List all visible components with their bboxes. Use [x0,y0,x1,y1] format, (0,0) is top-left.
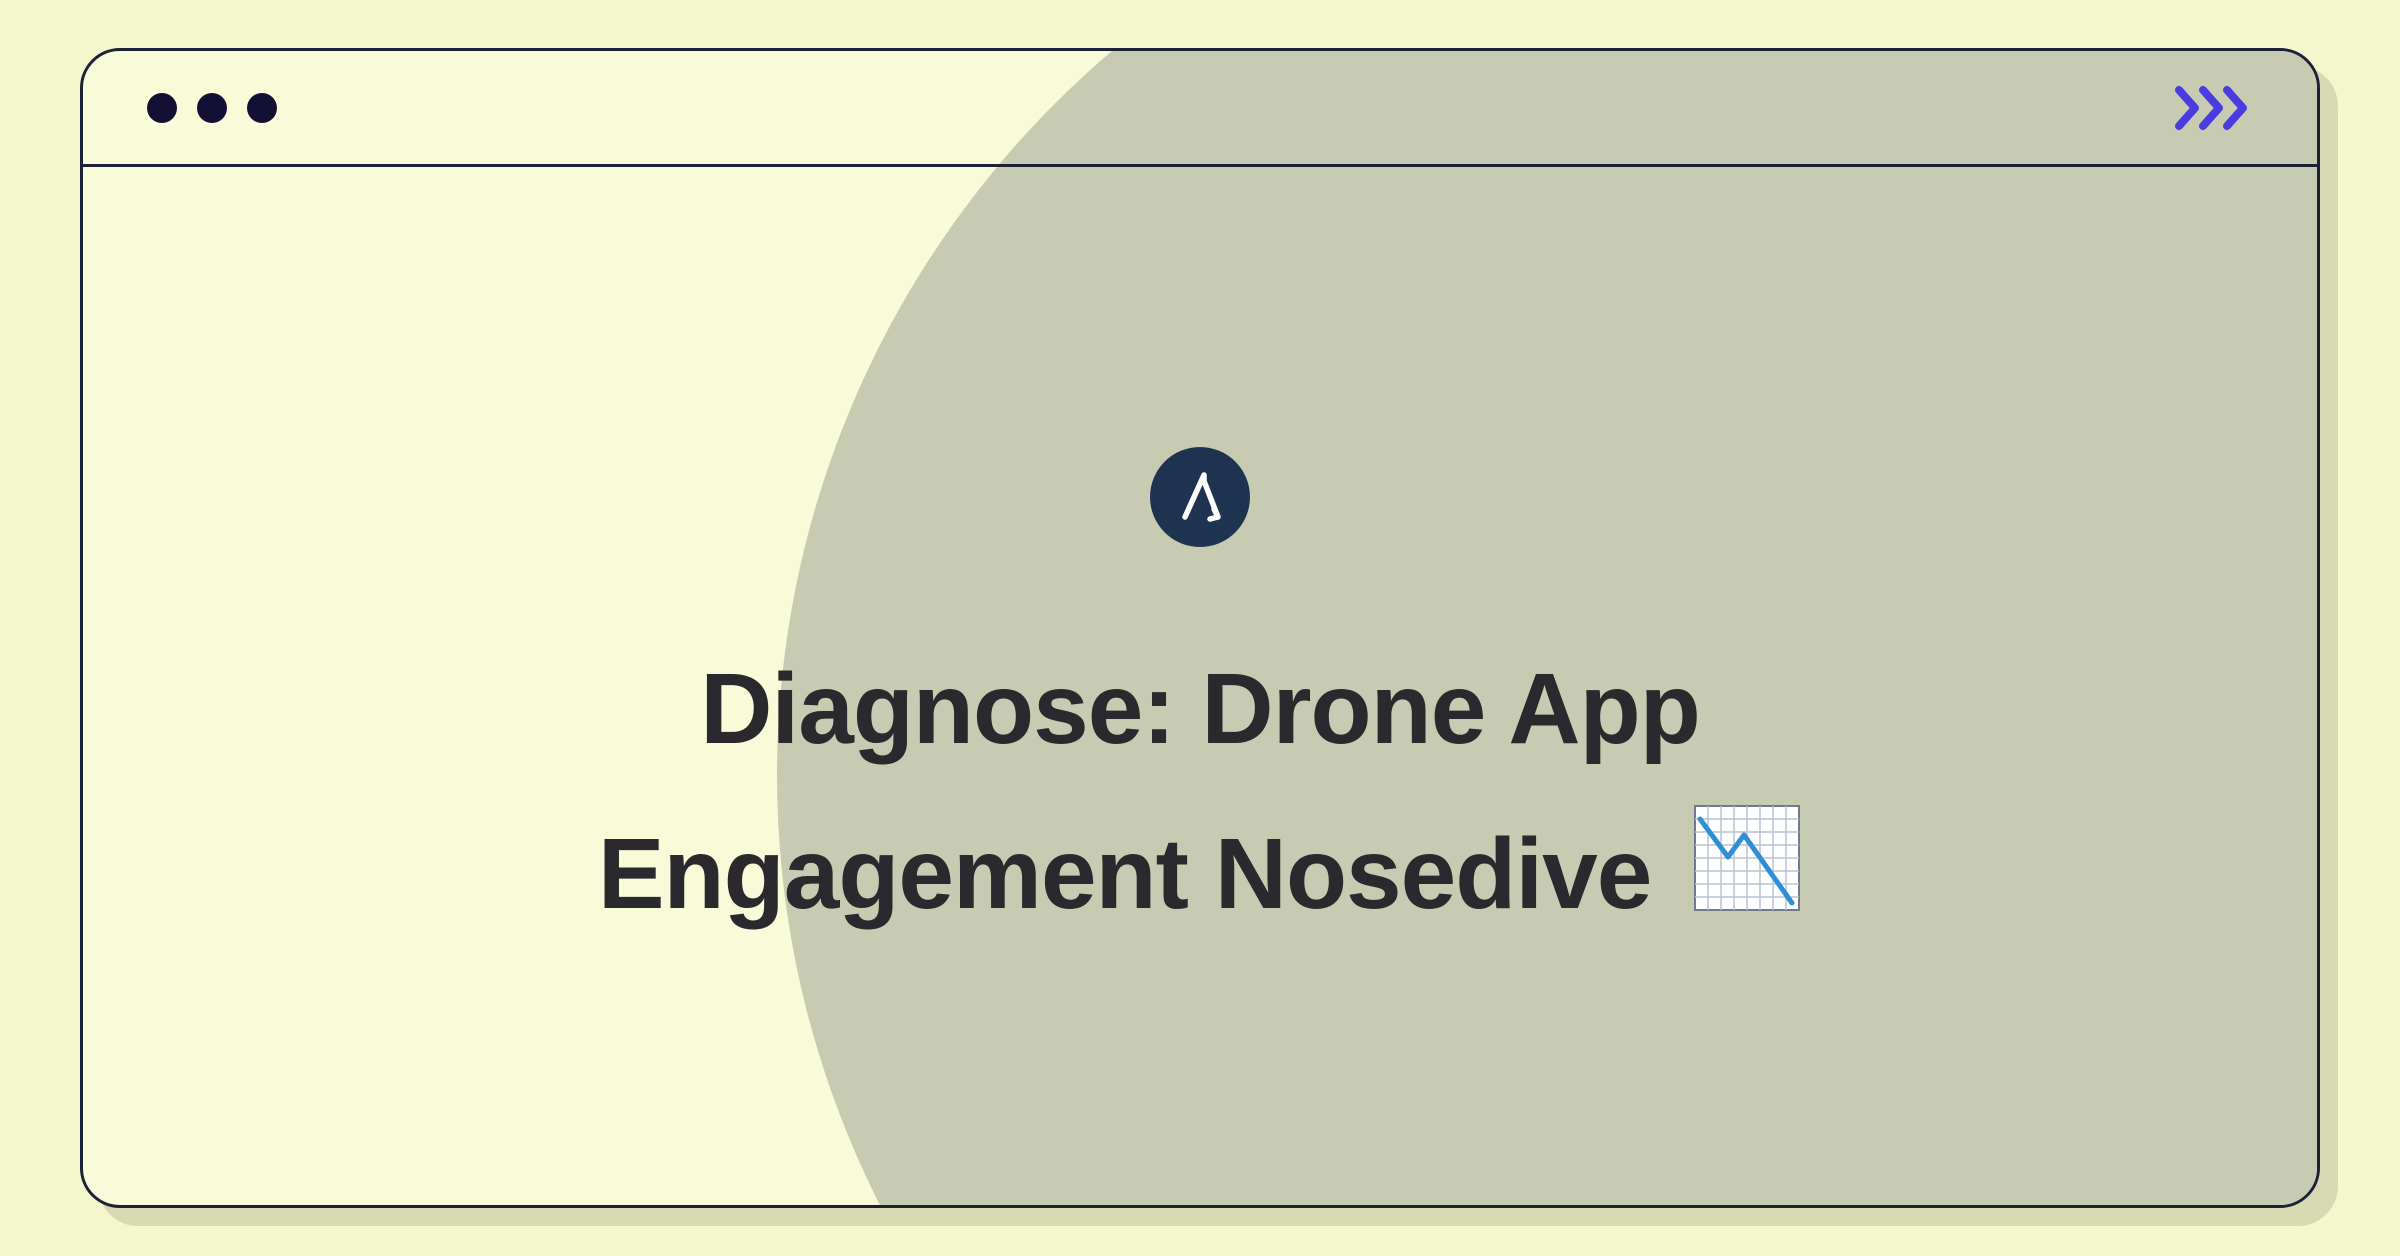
brand-logo [1150,447,1250,547]
chart-decreasing-icon [1692,797,1802,962]
window-dot[interactable] [197,93,227,123]
forward-chevrons-icon[interactable] [2175,86,2253,130]
title-line-2: Engagement Nosedive [598,818,1652,930]
window-dot[interactable] [247,93,277,123]
window-card: Diagnose: Drone App Engagement Nosedive [80,48,2320,1208]
window-controls [147,93,277,123]
window-dot[interactable] [147,93,177,123]
page-title: Diagnose: Drone App Engagement Nosedive [598,627,1802,964]
title-bar [83,51,2317,167]
title-line-1: Diagnose: Drone App [700,653,1700,765]
content-area: Diagnose: Drone App Engagement Nosedive [83,167,2317,1205]
logo-a-icon [1170,467,1230,527]
